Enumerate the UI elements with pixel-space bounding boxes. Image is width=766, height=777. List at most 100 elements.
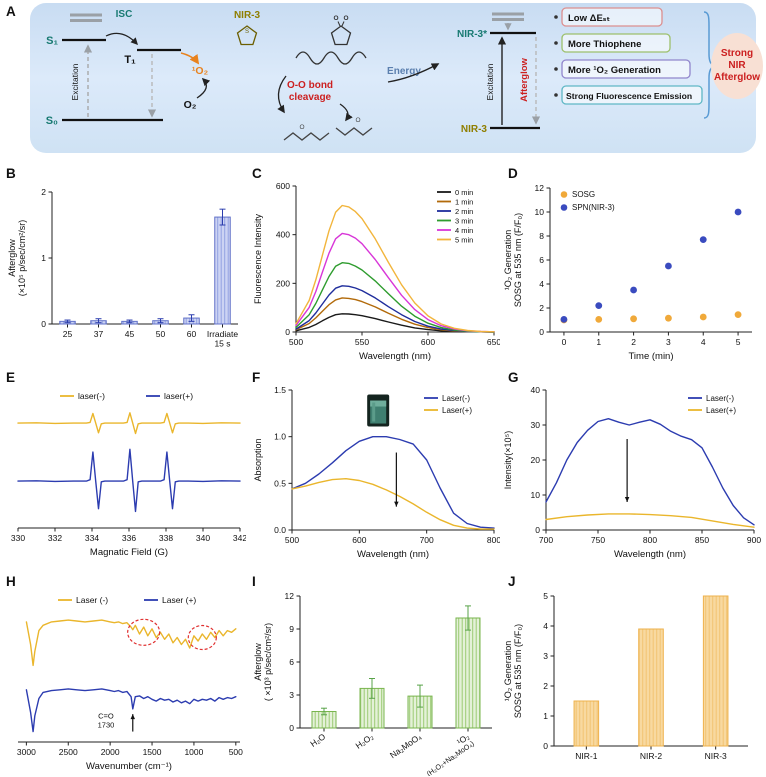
y-tick-label: 12 <box>285 591 295 601</box>
y-axis-label: Fluorescence Intensity <box>253 213 263 304</box>
legend-swatch <box>560 191 568 198</box>
y-axis-label: Afterglow <box>7 239 17 277</box>
thiophene-ring <box>236 25 258 46</box>
bar <box>638 628 664 747</box>
cleavage-arrow-right <box>339 103 353 122</box>
series-line-Laser(-) <box>291 436 495 529</box>
series-line-laser(+) <box>17 448 241 513</box>
x-axis-label: Wavelength (nm) <box>357 549 429 560</box>
nir3-ground-label: NIR-3 <box>461 124 488 135</box>
y-tick-label: 0 <box>543 741 548 751</box>
legend-label: Laser (+) <box>162 595 196 605</box>
conclusion-line: Afterglow <box>714 72 760 83</box>
conclusion-circle <box>711 33 763 99</box>
panel-letter-g: G <box>508 370 519 385</box>
panel-letter-j: J <box>508 574 516 589</box>
y-tick-label: 200 <box>276 278 290 288</box>
series-line-Laser(+) <box>545 513 755 528</box>
x-tick-label: 334 <box>85 533 99 543</box>
legend-label: 5 min <box>455 236 473 245</box>
x-tick-label: 700 <box>420 535 434 545</box>
x-tick-label: 340 <box>196 533 210 543</box>
legend-label: Laser(-) <box>706 394 734 403</box>
series-line-Laser(+) <box>291 477 495 530</box>
x-tick-label: 5 <box>736 337 741 347</box>
x-tick-label: 25 <box>63 329 73 339</box>
panel-letter-i: I <box>252 574 256 589</box>
y-axis-label: Absorption <box>253 438 263 481</box>
x-tick-label: 850 <box>695 535 709 545</box>
data-point-SOSG <box>699 313 707 321</box>
x-tick-label: 3 <box>666 337 671 347</box>
chart-singlet-oxygen-by-dye: 0 1 2 3 4 5 NIR-1 NIR-2 NIR-3 ¹O₂ Generation SOSG … <box>503 591 748 761</box>
highlight-circle <box>187 624 217 651</box>
feature-box-strong-fluorescence <box>561 85 703 105</box>
series-line-Laser(-) <box>545 418 755 526</box>
bar <box>702 595 729 747</box>
legend-label: 4 min <box>455 226 473 235</box>
x-axis-label: Wavelength (nm) <box>614 549 686 560</box>
y-tick-label: 0 <box>41 319 46 329</box>
legend-label: Laser(-) <box>442 394 470 403</box>
oxygen-label: O₂ <box>184 99 197 111</box>
x-tick-label: H₂O <box>308 731 327 749</box>
x-tick-label: Na₂MoO₄ <box>388 731 424 760</box>
data-point-SPN(NIR-3) <box>630 286 637 294</box>
x-tick-label: 500 <box>229 747 243 757</box>
x-tick-label: 2 <box>631 337 636 347</box>
feature-label: Strong Fluorescence Emission <box>566 91 692 101</box>
annotation-arrow-head <box>624 496 630 502</box>
x-tick-label: 900 <box>747 535 761 545</box>
x-tick-label: 4 <box>701 337 706 347</box>
chart-ftir-spectra: 3000 2500 2000 1500 1000 500 Wavenumber (cm⁻¹)… <box>17 595 243 772</box>
oo-bond-cleavage-line2: cleavage <box>289 92 332 103</box>
y-axis-label: SOSG at 535 nm (F/F₀) <box>513 624 523 718</box>
x-tick-label: 3000 <box>17 747 36 757</box>
x-tick-label: 700 <box>539 535 553 545</box>
chart-fluorescence-spectra: 0 200 400 600 500 550 600 650 Wavelength (nm) Flu… <box>253 181 500 362</box>
y-tick-label: 12 <box>535 183 545 193</box>
feature-label: More Thiophene <box>568 39 641 50</box>
panel-letter-f: F <box>252 370 261 385</box>
excitation-left-label: Excitation <box>70 63 80 100</box>
x-tick-label: 750 <box>591 535 605 545</box>
panel-letter-d: D <box>508 166 518 181</box>
series-line-Laser (-) <box>25 619 237 667</box>
s1-label: S₁ <box>46 35 58 47</box>
y-tick-label: 2 <box>41 187 46 197</box>
chart-esr-spectra: 330 332 334 336 338 340 342 Magnatic Field (G) l… <box>11 391 246 558</box>
data-point-SPN(NIR-3) <box>560 316 568 323</box>
x-tick-label: NIR-2 <box>640 751 662 761</box>
feature-box-more-singlet-oxygen <box>561 59 691 79</box>
chart-absorption-spectra: 0.0 0.5 1.0 1.5 500 600 700 800 Wavelength (nm) A… <box>253 385 500 560</box>
y-tick-label: 4 <box>543 621 548 631</box>
y-tick-label: 3 <box>289 690 294 700</box>
y-tick-label: 10 <box>531 490 541 500</box>
feature-box-low-dest <box>561 7 663 27</box>
x-axis-label: Wavelength (nm) <box>359 351 431 362</box>
o-bond <box>341 21 345 27</box>
y-tick-label: 1.0 <box>274 432 286 442</box>
panel-letter-a: A <box>6 4 16 19</box>
oxygen-atom-label: O <box>355 117 360 124</box>
singlet-oxygen-label: ¹O₂ <box>192 65 209 77</box>
conclusion-line: NIR <box>728 60 746 71</box>
cleavage-arrow-left <box>277 75 287 114</box>
y-tick-label: 0 <box>289 723 294 733</box>
x-tick-label: 336 <box>122 533 136 543</box>
x-axis-label: Wavenumber (cm⁻¹) <box>86 761 172 772</box>
panel-letter-c: C <box>252 166 262 181</box>
data-point-SPN(NIR-3) <box>595 302 603 309</box>
y-tick-label: 6 <box>539 255 544 265</box>
legend-label: Laser(+) <box>706 406 736 415</box>
t1-to-singlet-oxygen-arrow <box>180 52 200 65</box>
data-point-SOSG <box>630 315 637 323</box>
y-tick-label: 1 <box>543 711 548 721</box>
data-point-SOSG <box>665 314 672 322</box>
x-tick-label: 2000 <box>101 747 120 757</box>
x-tick-label: 0 <box>562 337 567 347</box>
afterglow-label: Afterglow <box>519 57 530 101</box>
bar <box>573 700 600 747</box>
t1-label: T₁ <box>124 54 136 66</box>
x-tick-label: 50 <box>156 329 166 339</box>
